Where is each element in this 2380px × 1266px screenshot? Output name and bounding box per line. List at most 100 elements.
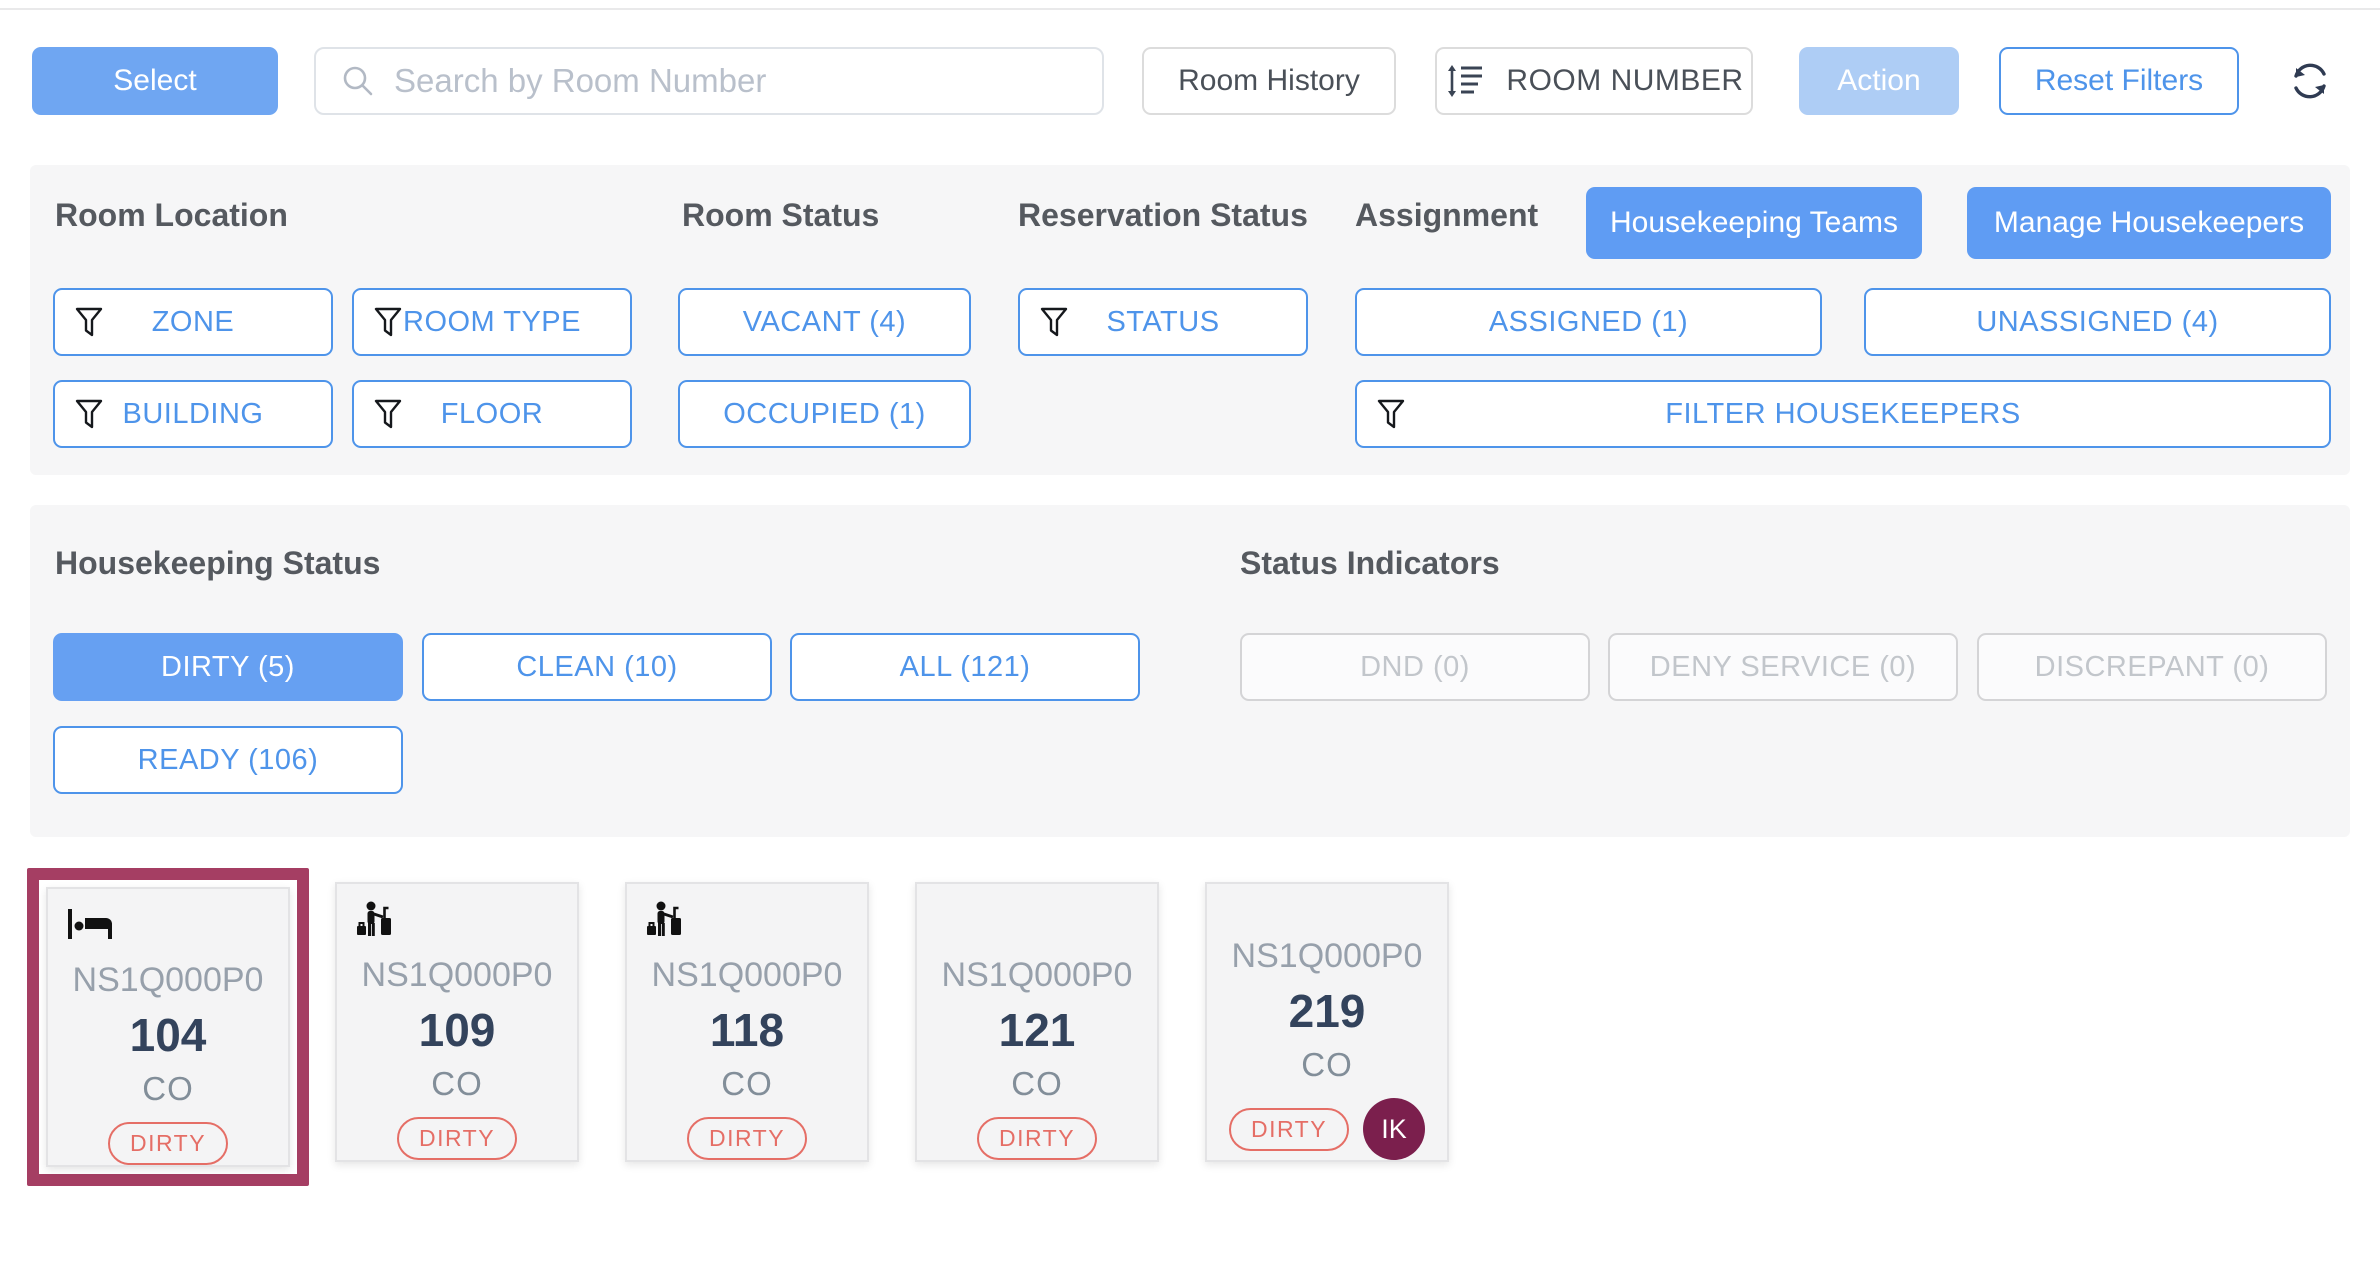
sort-button-label: ROOM NUMBER (1506, 64, 1744, 97)
search-icon (343, 66, 373, 96)
zone-filter-button[interactable]: ZONE (53, 288, 333, 356)
housekeeping-teams-button[interactable]: Housekeeping Teams (1586, 187, 1922, 259)
status-filter-button[interactable]: STATUS (1018, 288, 1308, 356)
vacant-filter-label: VACANT (4) (742, 305, 907, 338)
filters-panel: Room Location Room Status Reservation St… (30, 165, 2350, 475)
reset-filters-label: Reset Filters (2034, 64, 2204, 97)
page-top-divider (0, 8, 2380, 10)
manage-housekeepers-button[interactable]: Manage Housekeepers (1967, 187, 2331, 259)
room-number: 109 (418, 1004, 496, 1056)
filter-funnel-icon (1040, 307, 1068, 337)
search-input[interactable] (394, 62, 1078, 100)
assigned-filter-label: ASSIGNED (1) (1488, 305, 1689, 338)
room-history-label: Room History (1178, 64, 1360, 97)
housekeeping-status-badge: DIRTY (686, 1117, 808, 1160)
room-card-selected-frame: NS1Q000P0 104 CO DIRTY (27, 868, 309, 1186)
guest-departure-icon (357, 901, 391, 936)
zone-filter-label: ZONE (151, 305, 235, 338)
clean-filter-label: CLEAN (10) (516, 650, 678, 683)
reservation-status-heading: Reservation Status (1018, 197, 1308, 233)
dirty-filter-label: DIRTY (5) (161, 650, 295, 683)
housekeeping-status-badge: DIRTY (976, 1117, 1098, 1160)
room-card[interactable]: NS1Q000P0 118 CO DIRTY (625, 882, 869, 1162)
status-indicators-heading: Status Indicators (1240, 545, 1500, 581)
dnd-filter-button[interactable]: DND (0) (1240, 633, 1590, 701)
building-filter-label: BUILDING (122, 397, 264, 430)
dirty-filter-button[interactable]: DIRTY (5) (53, 633, 403, 701)
room-card[interactable]: NS1Q000P0 109 CO DIRTY (335, 882, 579, 1162)
room-type-filter-label: ROOM TYPE (403, 305, 581, 338)
guest-departure-icon (647, 901, 681, 936)
deny-service-filter-button[interactable]: DENY SERVICE (0) (1608, 633, 1958, 701)
reservation-status-code: CO (142, 1070, 194, 1107)
room-number: 104 (129, 1009, 207, 1061)
filter-funnel-icon (1377, 399, 1405, 429)
all-filter-label: ALL (121) (899, 650, 1031, 683)
ready-filter-label: READY (106) (137, 743, 319, 776)
deny-service-filter-label: DENY SERVICE (0) (1649, 650, 1917, 683)
room-status-heading: Room Status (682, 197, 880, 233)
search-box[interactable] (314, 47, 1104, 115)
assigned-filter-button[interactable]: ASSIGNED (1) (1355, 288, 1822, 356)
reset-filters-button[interactable]: Reset Filters (1999, 47, 2239, 115)
room-number: 118 (709, 1004, 785, 1056)
housekeeping-teams-label: Housekeeping Teams (1610, 206, 1898, 239)
select-button-label: Select (113, 64, 197, 97)
occupied-filter-label: OCCUPIED (1) (723, 397, 926, 430)
unassigned-filter-label: UNASSIGNED (4) (1976, 305, 2219, 338)
room-location-heading: Room Location (55, 197, 288, 233)
building-filter-button[interactable]: BUILDING (53, 380, 333, 448)
sort-amount-icon (1448, 65, 1483, 97)
housekeeping-status-badge: DIRTY (1228, 1107, 1350, 1151)
housekeeping-status-badge: DIRTY (396, 1117, 518, 1160)
room-card[interactable]: NS1Q000P0 121 CO DIRTY (915, 882, 1159, 1162)
discrepant-filter-label: DISCREPANT (0) (2034, 650, 2270, 683)
toolbar: Select Room History ROOM NUMBER Action R… (32, 47, 2348, 115)
reservation-status-code: CO (1011, 1065, 1063, 1102)
filter-funnel-icon (75, 399, 103, 429)
occupied-filter-button[interactable]: OCCUPIED (1) (678, 380, 971, 448)
sort-button[interactable]: ROOM NUMBER (1435, 47, 1753, 115)
floor-filter-button[interactable]: FLOOR (352, 380, 632, 448)
occupied-bed-icon (68, 909, 112, 939)
refresh-icon (2294, 63, 2326, 99)
discrepant-filter-button[interactable]: DISCREPANT (0) (1977, 633, 2327, 701)
manage-housekeepers-label: Manage Housekeepers (1993, 206, 2305, 239)
room-type-filter-button[interactable]: ROOM TYPE (352, 288, 632, 356)
room-type-code: NS1Q000P0 (72, 961, 264, 999)
status-filter-label: STATUS (1106, 305, 1220, 338)
room-card[interactable]: NS1Q000P0 219 CO DIRTY IK (1205, 882, 1449, 1162)
filter-housekeepers-label: FILTER HOUSEKEEPERS (1665, 397, 2021, 430)
vacant-filter-button[interactable]: VACANT (4) (678, 288, 971, 356)
filter-funnel-icon (374, 307, 402, 337)
room-type-code: NS1Q000P0 (941, 956, 1133, 994)
reservation-status-code: CO (721, 1065, 773, 1102)
select-button[interactable]: Select (32, 47, 278, 115)
assignment-heading: Assignment (1355, 197, 1539, 233)
all-filter-button[interactable]: ALL (121) (790, 633, 1140, 701)
filter-funnel-icon (374, 399, 402, 429)
room-card-grid: NS1Q000P0 104 CO DIRTY NS1Q000P0 109 (27, 868, 1449, 1186)
unassigned-filter-button[interactable]: UNASSIGNED (4) (1864, 288, 2331, 356)
room-type-code: NS1Q000P0 (651, 956, 843, 994)
room-history-button[interactable]: Room History (1142, 47, 1396, 115)
room-number: 121 (998, 1004, 1076, 1056)
room-type-code: NS1Q000P0 (1231, 937, 1423, 975)
room-type-code: NS1Q000P0 (361, 956, 553, 994)
room-card[interactable]: NS1Q000P0 104 CO DIRTY (46, 887, 290, 1167)
reservation-status-code: CO (431, 1065, 483, 1102)
action-button[interactable]: Action (1799, 47, 1959, 115)
filter-housekeepers-button[interactable]: FILTER HOUSEKEEPERS (1355, 380, 2331, 448)
housekeeper-initials-badge[interactable]: IK (1363, 1098, 1426, 1160)
room-number: 219 (1288, 985, 1366, 1037)
reservation-status-code: CO (1301, 1046, 1353, 1083)
dnd-filter-label: DND (0) (1360, 650, 1470, 683)
floor-filter-label: FLOOR (440, 397, 544, 430)
refresh-button[interactable] (2284, 55, 2340, 111)
clean-filter-button[interactable]: CLEAN (10) (422, 633, 772, 701)
filter-funnel-icon (75, 307, 103, 337)
ready-filter-button[interactable]: READY (106) (53, 726, 403, 794)
housekeeping-status-panel: Housekeeping Status Status Indicators DI… (30, 505, 2350, 837)
housekeeping-status-badge: DIRTY (107, 1122, 229, 1165)
action-button-label: Action (1837, 64, 1921, 97)
